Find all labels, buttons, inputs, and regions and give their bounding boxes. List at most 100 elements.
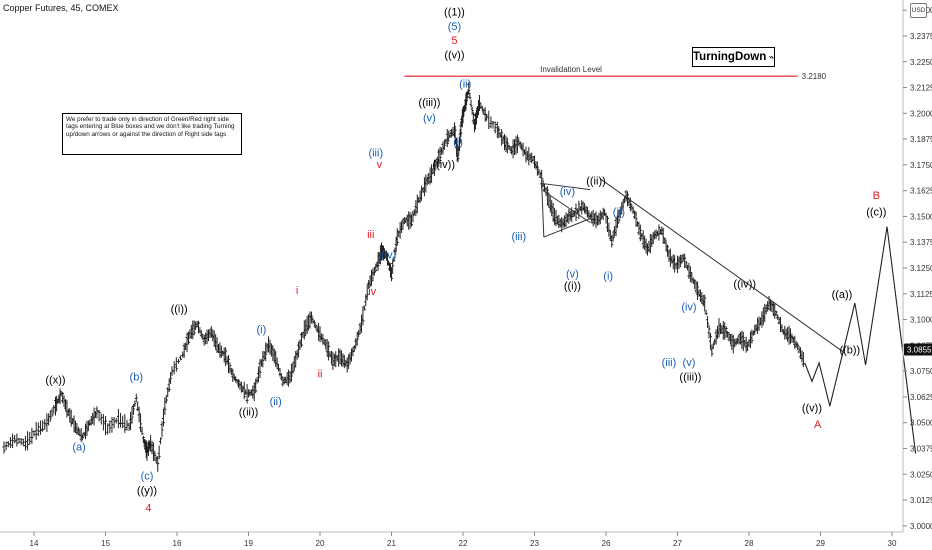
- trend-lines: [541, 178, 845, 353]
- wave-label: 5: [451, 35, 457, 47]
- last-price-label: 3.0855: [907, 345, 932, 354]
- wave-label: (iii): [368, 148, 383, 160]
- wave-label: ii: [318, 368, 323, 380]
- y-tick-label: 3.1875: [910, 135, 932, 144]
- chart-title: Copper Futures, 45, COMEX: [3, 3, 119, 13]
- wave-label: ((ii)): [239, 406, 259, 418]
- wave-label: (ii): [459, 79, 471, 91]
- wave-label: ((b)): [839, 345, 860, 357]
- wave-label: (iii): [511, 231, 526, 243]
- wave-label: (iv): [681, 301, 696, 313]
- wave-label: v: [377, 159, 383, 171]
- wave-label: ((a)): [832, 289, 853, 301]
- wave-label: ((i)): [171, 303, 188, 315]
- wave-label: i: [296, 285, 298, 297]
- y-tick-label: 3.1375: [910, 238, 932, 247]
- x-axis: 14 15 16 19 20 21 22 23 26 27 28 29 30: [0, 531, 903, 548]
- wave-label: ((x)): [45, 375, 65, 387]
- wave-label: (iv): [560, 186, 575, 198]
- y-tick-label: 3.1000: [910, 316, 932, 325]
- currency-badge[interactable]: USD: [910, 3, 927, 18]
- wave-label: (v): [566, 268, 579, 280]
- x-tick-label: 22: [459, 539, 468, 548]
- wave-label: ((y)): [137, 485, 157, 497]
- turning-down-icon: [769, 55, 774, 59]
- wave-label: (5): [448, 21, 461, 33]
- wave-label: (i): [257, 324, 267, 336]
- wave-label: (iii): [662, 357, 677, 369]
- trend-line: [541, 189, 591, 224]
- wave-label: ((1)): [444, 6, 465, 18]
- wave-label: ((v)): [444, 50, 464, 62]
- wave-label: (c): [141, 470, 154, 482]
- wave-label: iii: [367, 229, 374, 241]
- x-tick-label: 14: [30, 539, 39, 548]
- wave-label: (a): [72, 442, 85, 454]
- brand-label: TurningDown: [693, 51, 767, 63]
- wave-label: ((iii)): [679, 371, 701, 383]
- y-tick-label: 3.0250: [910, 470, 932, 479]
- x-tick-label: 28: [745, 539, 754, 548]
- trend-line: [600, 178, 845, 353]
- wave-label: (i): [453, 136, 463, 148]
- wave-label: ((iv)): [432, 159, 455, 171]
- wave-label: (v): [423, 113, 436, 125]
- y-tick-label: 3.0000: [910, 522, 932, 531]
- wave-label: 4: [145, 502, 151, 514]
- x-tick-label: 30: [888, 539, 897, 548]
- trend-line: [541, 183, 545, 238]
- x-tick-label: 15: [101, 539, 110, 548]
- y-tick-label: 3.2375: [910, 32, 932, 41]
- x-tick-label: 21: [387, 539, 396, 548]
- wave-label: B: [873, 190, 880, 202]
- wave-label: (ii): [270, 396, 282, 408]
- price-series: [2, 82, 805, 472]
- wave-label: (i): [603, 270, 613, 282]
- trend-line: [543, 218, 591, 238]
- y-tick-label: 3.1125: [910, 290, 932, 299]
- x-tick-label: 20: [316, 539, 325, 548]
- invalidation-value: 3.2180: [802, 72, 827, 81]
- projection-line: [804, 226, 917, 454]
- y-tick-label: 3.1750: [910, 161, 932, 170]
- y-tick-label: 3.0375: [910, 444, 932, 453]
- projection-path: [804, 226, 917, 454]
- wave-label: (ii): [613, 206, 625, 218]
- last-price-badge: [904, 343, 932, 356]
- wave-label: iv: [368, 286, 376, 298]
- wave-label: (v): [683, 357, 696, 369]
- trading-note: We prefer to trade only in direction of …: [62, 113, 242, 155]
- wave-label: (b): [130, 371, 143, 383]
- x-tick-label: 19: [244, 539, 253, 548]
- wave-label: ((iv)): [733, 279, 756, 291]
- y-tick-label: 3.2250: [910, 58, 932, 67]
- wave-label: ((v)): [802, 402, 822, 414]
- y-tick-label: 3.1250: [910, 264, 932, 273]
- x-tick-label: 26: [602, 539, 611, 548]
- wave-label: ((ii)): [586, 175, 606, 187]
- wave-label: A: [814, 419, 822, 431]
- x-tick-label: 23: [530, 539, 539, 548]
- x-tick-label: 29: [816, 539, 825, 548]
- y-tick-label: 3.0750: [910, 367, 932, 376]
- wave-labels: ((x))(a)(b)(c)((y))4((i))((ii))(i)(ii)ii…: [45, 6, 886, 514]
- x-tick-label: 16: [173, 539, 182, 548]
- turning-down-badge: TurningDown: [692, 47, 775, 67]
- wave-label: ((iii)): [418, 97, 440, 109]
- y-axis: 3.0000 3.0125 3.0250 3.0375 3.0500 3.0625 3.07…: [902, 0, 932, 532]
- wave-label: ((i)): [564, 281, 581, 293]
- wave-label: ((c)): [866, 206, 886, 218]
- y-tick-label: 3.2000: [910, 109, 932, 118]
- trend-line: [541, 182, 591, 191]
- invalidation-label: Invalidation Level: [540, 65, 602, 74]
- y-tick-label: 3.0500: [910, 419, 932, 428]
- y-tick-label: 3.2125: [910, 84, 932, 93]
- y-tick-label: 3.1625: [910, 187, 932, 196]
- y-tick-label: 3.1500: [910, 212, 932, 221]
- x-tick-label: 27: [673, 539, 682, 548]
- wave-label: (iv): [381, 250, 396, 262]
- y-tick-label: 3.0625: [910, 393, 932, 402]
- y-tick-label: 3.0125: [910, 496, 932, 505]
- invalidation-level: Invalidation Level 3.2180: [404, 65, 827, 81]
